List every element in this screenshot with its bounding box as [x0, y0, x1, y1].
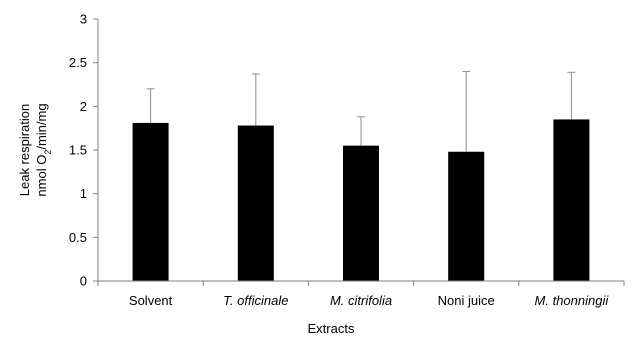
bar	[237, 125, 274, 282]
category-label: T. officinale	[223, 293, 288, 308]
y-axis-unit-subscript: 2	[43, 150, 53, 155]
y-axis-unit-suffix: /min/mg	[34, 103, 49, 149]
category-label: M. thonningii	[535, 293, 610, 308]
category-labels: Solvent T. officinale M. citrifolia Noni ju…	[129, 293, 609, 308]
y-tick-label: 2	[80, 99, 87, 114]
bar	[553, 119, 590, 281]
y-axis-title-line2: nmol O2/min/mg	[34, 103, 53, 196]
y-axis-title-line1: Leak respiration	[17, 104, 32, 197]
category-label: M. citrifolia	[330, 293, 392, 308]
y-axis-unit-prefix: nmol O	[34, 155, 49, 197]
y-tick-label: 0.5	[69, 230, 87, 245]
axes	[93, 18, 625, 286]
y-tick-label: 3	[80, 12, 87, 27]
bar	[132, 122, 169, 281]
y-axis-ticks: 0 0.5 1 1.5 2 2.5 3	[69, 12, 87, 289]
y-tick-label: 1.5	[69, 143, 87, 158]
y-tick-label: 2.5	[69, 55, 87, 70]
bars	[132, 119, 590, 282]
category-label: Solvent	[129, 293, 173, 308]
y-tick-label: 0	[80, 274, 87, 289]
bar	[448, 151, 485, 281]
y-tick-label: 1	[80, 186, 87, 201]
error-bars	[146, 70, 576, 152]
category-label: Noni juice	[438, 293, 495, 308]
y-axis-title: Leak respiration nmol O2/min/mg	[17, 103, 53, 196]
x-axis-title: Extracts	[308, 321, 355, 336]
bar	[343, 145, 379, 281]
